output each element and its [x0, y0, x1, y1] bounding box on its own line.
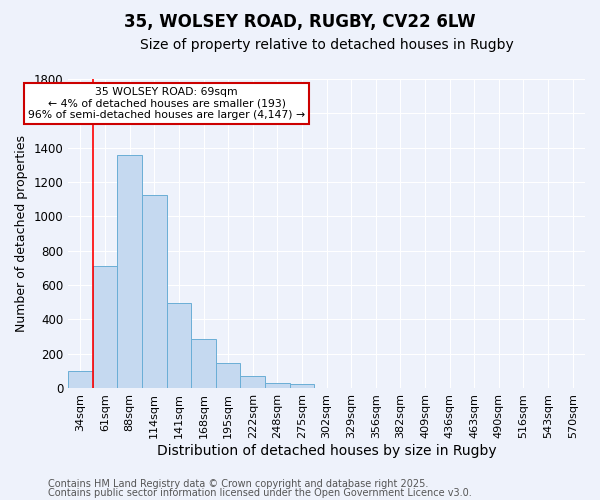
- Text: 35, WOLSEY ROAD, RUGBY, CV22 6LW: 35, WOLSEY ROAD, RUGBY, CV22 6LW: [124, 12, 476, 30]
- Bar: [118, 156, 142, 388]
- Bar: [241, 376, 265, 388]
- X-axis label: Distribution of detached houses by size in Rugby: Distribution of detached houses by size …: [157, 444, 496, 458]
- Text: Contains public sector information licensed under the Open Government Licence v3: Contains public sector information licen…: [48, 488, 472, 498]
- Bar: [142, 195, 167, 388]
- Bar: [93, 266, 118, 388]
- Y-axis label: Number of detached properties: Number of detached properties: [15, 135, 28, 332]
- Title: Size of property relative to detached houses in Rugby: Size of property relative to detached ho…: [140, 38, 514, 52]
- Bar: [68, 371, 93, 388]
- Bar: [191, 340, 216, 388]
- Bar: [167, 304, 191, 388]
- Bar: [290, 384, 314, 388]
- Text: Contains HM Land Registry data © Crown copyright and database right 2025.: Contains HM Land Registry data © Crown c…: [48, 479, 428, 489]
- Bar: [265, 383, 290, 388]
- Text: 35 WOLSEY ROAD: 69sqm
← 4% of detached houses are smaller (193)
96% of semi-deta: 35 WOLSEY ROAD: 69sqm ← 4% of detached h…: [28, 87, 305, 120]
- Bar: [216, 362, 241, 388]
